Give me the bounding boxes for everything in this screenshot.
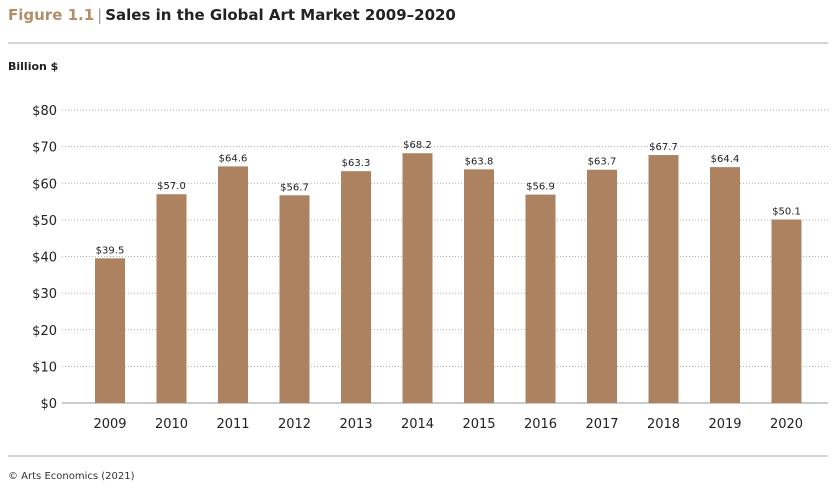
top-divider [8, 42, 828, 44]
y-tick-label: $40 [32, 251, 57, 266]
data-label: $67.7 [649, 142, 678, 153]
data-label: $68.2 [403, 140, 432, 151]
data-label: $64.4 [711, 154, 740, 165]
title-separator: | [97, 6, 103, 24]
data-label: $63.7 [588, 157, 617, 168]
bar-2013 [341, 171, 371, 403]
bar-2016 [525, 194, 556, 403]
x-tick-label: 2011 [216, 417, 249, 432]
data-label: $39.5 [96, 245, 125, 256]
x-tick-label: 2017 [585, 417, 618, 432]
bar-2011 [218, 166, 248, 403]
chart-title: Figure 1.1 | Sales in the Global Art Marke… [8, 6, 456, 24]
x-tick-label: 2013 [339, 417, 372, 432]
bar-2020 [771, 219, 802, 403]
x-tick-label: 2016 [524, 417, 557, 432]
y-tick-label: $80 [32, 104, 57, 119]
x-tick-label: 2010 [155, 417, 188, 432]
bar-2019 [710, 167, 740, 403]
y-tick-label: $60 [32, 177, 57, 192]
data-label: $63.8 [465, 156, 494, 167]
bar-2009 [95, 258, 125, 403]
bar-2018 [648, 155, 679, 403]
x-tick-label: 2009 [93, 417, 126, 432]
data-label: $57.0 [157, 181, 186, 192]
y-tick-label: $50 [32, 214, 57, 229]
y-tick-label: $70 [32, 141, 57, 156]
x-tick-label: 2012 [278, 417, 311, 432]
data-label: $64.6 [219, 153, 248, 164]
title-text: Sales in the Global Art Market 2009–2020 [105, 6, 456, 24]
x-tick-label: 2018 [647, 417, 680, 432]
bar-2015 [464, 169, 494, 403]
y-tick-label: $10 [32, 360, 57, 375]
data-label: $56.9 [526, 182, 555, 193]
y-tick-label: $20 [32, 324, 57, 339]
x-tick-label: 2015 [462, 417, 495, 432]
y-tick-label: $0 [40, 397, 57, 412]
bottom-divider [8, 455, 828, 457]
y-axis-label: Billion $ [8, 60, 59, 73]
data-label: $56.7 [280, 182, 309, 193]
data-label: $50.1 [772, 207, 801, 218]
bar-2012 [279, 195, 310, 403]
x-tick-label: 2019 [708, 417, 741, 432]
y-tick-label: $30 [32, 287, 57, 302]
figure-label: Figure 1.1 [8, 6, 95, 24]
bar-2014 [402, 153, 433, 403]
data-label: $63.3 [342, 158, 371, 169]
bar-2010 [156, 194, 187, 403]
source-note: © Arts Economics (2021) [8, 471, 135, 482]
bar-2017 [587, 169, 617, 403]
x-tick-label: 2014 [401, 417, 434, 432]
x-tick-label: 2020 [770, 417, 803, 432]
